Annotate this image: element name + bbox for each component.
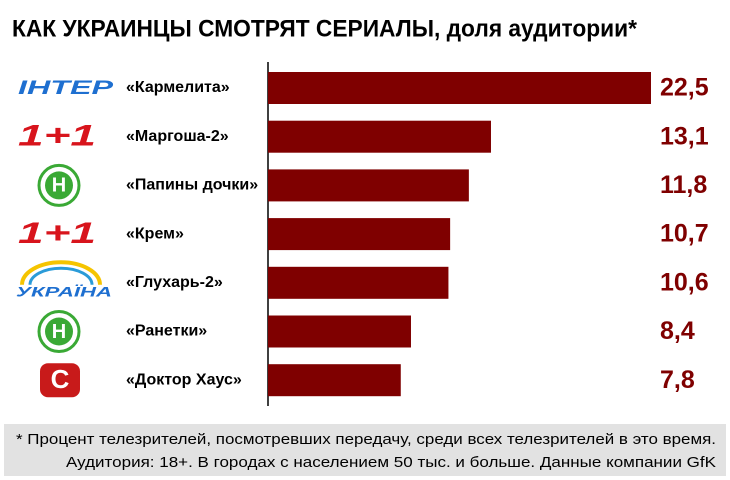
channel-logo-arc [28,266,94,285]
channel-logo: С [51,364,70,394]
value-label: 10,6 [660,268,709,296]
bar [268,72,651,104]
channel-logo-disc [45,171,73,200]
category-label: «Кармелита» [126,79,230,96]
bar [268,266,449,299]
channel-logo: 1+1 [18,120,96,153]
value-label: 13,1 [660,122,709,150]
footnote-box [4,424,726,476]
value-label: 7,8 [660,366,695,394]
category-label: «Крем» [126,225,184,242]
category-label: «Маргоша-2» [126,128,229,145]
chart-title: КАК УКРАИНЦЫ СМОТРЯТ СЕРИАЛЫ, доля аудит… [12,15,638,42]
channel-logo: Н [52,175,66,197]
channel-logo: УКРАЇНА [16,284,112,300]
channel-logo-disc [45,317,73,346]
bar [268,169,469,202]
value-label: 10,7 [660,220,709,248]
category-label: «Ранетки» [126,323,207,340]
value-label: 11,8 [660,171,707,199]
value-label: 22,5 [660,74,709,102]
bar [268,315,411,348]
bar [268,120,491,153]
channel-logo-box [40,363,80,398]
category-label: «Глухарь-2» [126,274,223,291]
channel-logo: Н [52,321,66,343]
category-label: «Доктор Хаус» [126,371,242,388]
footnote: * Процент телезрителей, посмотревших пер… [16,431,716,448]
value-label: 8,4 [660,317,695,345]
channel-logo: 1+1 [18,217,96,250]
bar [268,364,401,397]
channel-logo: ІНТЕР [18,78,114,99]
bar [268,218,451,251]
category-label: «Папины дочки» [126,177,258,194]
footnote: Аудитория: 18+. В городах с населением 5… [66,454,716,471]
channel-logo-arc [20,260,102,285]
